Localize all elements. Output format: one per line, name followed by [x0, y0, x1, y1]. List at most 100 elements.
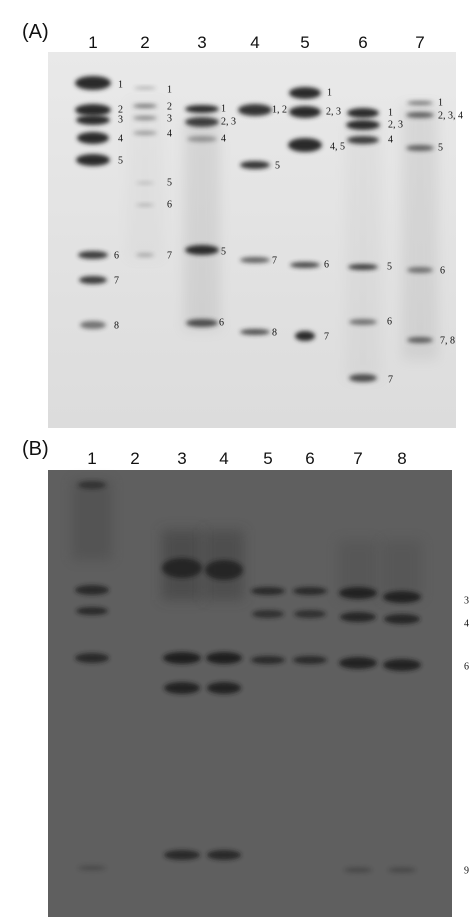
band-label: 2	[118, 104, 123, 115]
band	[290, 262, 320, 268]
band-label: 5	[387, 261, 392, 272]
lane-label: 4	[219, 449, 228, 468]
lane-label: 7	[353, 449, 362, 468]
band-label: 5	[275, 160, 280, 171]
smear	[72, 480, 112, 560]
band	[133, 104, 157, 108]
band-label: 1	[388, 107, 393, 118]
band	[388, 867, 416, 873]
band-label: 6	[114, 250, 119, 261]
band	[238, 104, 272, 116]
band-label: 8	[272, 327, 277, 338]
smear	[402, 105, 438, 360]
band	[240, 257, 270, 263]
lane-label: 6	[358, 33, 367, 52]
band	[344, 867, 372, 873]
band-label: 7	[167, 250, 172, 261]
band-label: 9	[464, 865, 469, 876]
panel-label: (B)	[22, 438, 49, 460]
band	[383, 659, 421, 671]
band-label: 1	[327, 87, 332, 98]
band	[78, 865, 106, 871]
band	[133, 131, 157, 135]
band	[75, 653, 109, 663]
band	[240, 161, 270, 169]
band	[185, 245, 219, 255]
band	[78, 481, 106, 489]
band	[349, 374, 377, 382]
band-label: 3	[118, 114, 123, 125]
band	[240, 329, 270, 335]
band	[186, 319, 218, 327]
band-label: 2, 3	[221, 116, 236, 127]
band	[164, 682, 200, 694]
band-label: 1	[118, 79, 123, 90]
band-label: 7	[388, 374, 393, 385]
band-label: 3	[464, 595, 469, 606]
band	[75, 104, 111, 116]
band	[347, 108, 379, 118]
band-label: 6	[464, 661, 469, 672]
band	[136, 203, 154, 207]
band	[407, 101, 433, 105]
band	[384, 614, 420, 624]
band-label: 4	[464, 618, 469, 629]
band	[134, 86, 156, 90]
band-label: 7	[114, 275, 119, 286]
band	[288, 138, 322, 152]
lane-label: 5	[300, 33, 309, 52]
band	[252, 610, 284, 618]
band	[136, 253, 154, 257]
band-label: 5	[438, 142, 443, 153]
band	[80, 321, 106, 329]
smear	[345, 120, 381, 380]
band-label: 4	[388, 134, 393, 145]
band	[251, 656, 285, 664]
band	[293, 587, 327, 595]
band	[340, 612, 376, 622]
lane-label: 8	[397, 449, 406, 468]
band-label: 6	[440, 265, 445, 276]
band-label: 1	[221, 103, 226, 114]
band	[76, 607, 108, 615]
band-label: 1	[438, 97, 443, 108]
band	[293, 656, 327, 664]
band	[76, 115, 110, 125]
band-label: 6	[219, 317, 224, 328]
band	[289, 106, 321, 118]
band-label: 6	[324, 259, 329, 270]
smear	[184, 120, 220, 330]
lane-label: 3	[177, 449, 186, 468]
band	[289, 87, 321, 99]
band	[346, 120, 380, 130]
band-label: 2, 3, 4	[438, 110, 463, 121]
band-label: 5	[118, 155, 123, 166]
band-label: 1	[167, 84, 172, 95]
band	[383, 591, 421, 603]
band	[187, 136, 217, 142]
band-label: 7	[272, 255, 277, 266]
band	[185, 105, 219, 113]
band	[349, 319, 377, 325]
panel-label: (A)	[22, 21, 49, 43]
band	[207, 850, 241, 860]
band	[251, 587, 285, 595]
band	[406, 112, 434, 118]
band	[136, 181, 154, 185]
band	[339, 657, 377, 669]
band-label: 7, 8	[440, 335, 455, 346]
band-label: 8	[114, 320, 119, 331]
band-label: 1, 2	[272, 104, 287, 115]
band	[76, 154, 110, 166]
band-label: 4	[221, 133, 226, 144]
band-label: 7	[324, 331, 329, 342]
smear	[382, 540, 422, 600]
lane-label: 6	[305, 449, 314, 468]
lane-label: 5	[263, 449, 272, 468]
lane-label: 2	[130, 449, 139, 468]
band	[77, 132, 109, 144]
band-label: 6	[387, 316, 392, 327]
band-label: 2, 3	[326, 106, 341, 117]
band	[347, 136, 379, 144]
